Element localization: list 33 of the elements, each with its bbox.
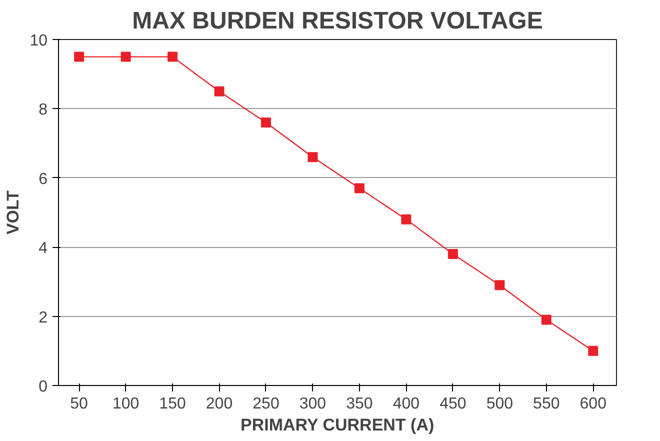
y-tick-label: 2 <box>38 309 48 326</box>
point <box>354 183 364 194</box>
y-tick-label: 10 <box>30 32 48 50</box>
point <box>308 152 318 162</box>
point <box>588 346 598 356</box>
x-tick-label: 550 <box>533 396 560 412</box>
y-tick-label: 4 <box>38 240 48 258</box>
x-tick-label: 350 <box>346 396 373 412</box>
x-tick-label: 250 <box>252 396 280 412</box>
point <box>494 280 505 290</box>
y-tick-label: 6 <box>38 170 48 188</box>
point <box>168 52 178 62</box>
y-tick-label: 0 <box>38 378 48 396</box>
chart-title: MAX BURDEN RESISTOR VOLTAGE <box>132 8 543 34</box>
x-tick-label: 200 <box>206 396 233 412</box>
x-tick-label: 300 <box>299 396 326 412</box>
point <box>260 118 271 128</box>
x-tick-label: 450 <box>440 396 466 412</box>
point <box>74 52 84 62</box>
x-tick-label: 600 <box>580 396 607 412</box>
point <box>120 52 131 62</box>
x-tick-label: 100 <box>112 396 140 412</box>
point <box>541 314 552 325</box>
x-tick-label: 150 <box>159 396 186 412</box>
point <box>214 86 224 96</box>
x-tick-label: 50 <box>70 396 88 412</box>
x-tick-label: 500 <box>486 396 514 412</box>
y-tick-label: 8 <box>38 102 48 119</box>
point <box>448 249 458 260</box>
point <box>401 214 412 224</box>
y-axis-title: VOLT <box>4 190 23 235</box>
x-tick-label: 400 <box>392 396 420 412</box>
x-axis-title: PRIMARY CURRENT (A) <box>240 416 434 434</box>
